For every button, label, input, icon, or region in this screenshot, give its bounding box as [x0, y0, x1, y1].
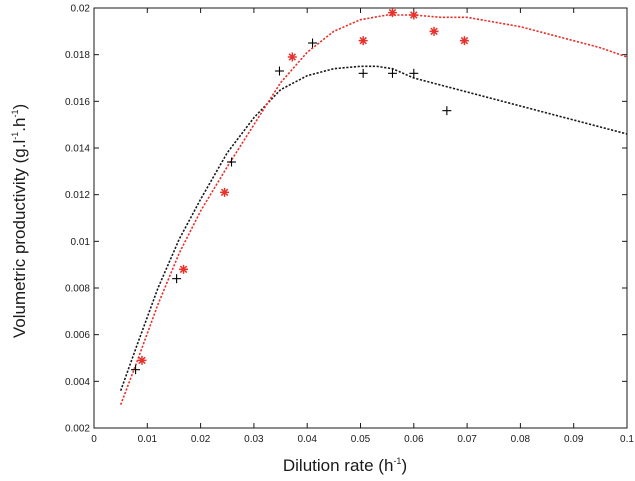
fit-curve-2	[119, 65, 628, 391]
y-tick-label: 0.02	[71, 4, 91, 15]
asterisk-marker	[409, 10, 419, 20]
x-axis-label-sup: -1	[393, 456, 401, 466]
y-axis-label-end: )	[10, 104, 29, 110]
plot-frame	[93, 7, 628, 429]
asterisk-marker	[287, 52, 297, 62]
y-tick-label: 0.018	[65, 50, 90, 61]
x-tick-label: 0.02	[191, 434, 211, 445]
y-tick-label: 0.006	[65, 330, 90, 341]
axis-ticks: 0 0.01 0.02 0.03 0.04 0.05 0.06 0.07 0.08 0.09 0.1…	[65, 4, 634, 446]
asterisk-marker	[429, 26, 439, 36]
x-tick-label: 0.05	[351, 434, 371, 445]
x-tick-label: 0.07	[457, 434, 477, 445]
y-axis-label-mid: .h	[10, 118, 29, 132]
asterisk-marker	[358, 36, 368, 46]
x-tick-label: 0.03	[244, 434, 264, 445]
fit-curve-3	[119, 14, 628, 405]
y-tick-label: 0.004	[65, 377, 90, 388]
asterisk-marker	[387, 8, 397, 18]
data-points	[131, 8, 469, 375]
x-tick-label: 0.1	[620, 434, 634, 445]
y-tick-label: 0.01	[71, 237, 91, 248]
y-tick-label: 0.016	[65, 97, 90, 108]
asterisk-marker	[179, 264, 189, 274]
asterisk-marker	[137, 355, 147, 365]
plus-marker	[308, 38, 318, 48]
y-axis-label-text: Volumetric productivity (g.l	[10, 140, 29, 338]
x-tick-label: 0	[91, 434, 97, 445]
y-axis-label-sup-2: -1	[10, 110, 20, 118]
x-axis-label: Dilution rate (h-1)	[283, 456, 407, 475]
y-axis-label-sup-1: -1	[10, 132, 20, 140]
plus-marker	[358, 68, 368, 78]
y-tick-label: 0.008	[65, 284, 90, 295]
plus-marker	[131, 365, 141, 375]
y-tick-label: 0.002	[65, 424, 90, 435]
x-axis-label-text: Dilution rate (h	[283, 456, 394, 475]
plus-marker	[274, 66, 284, 76]
asterisk-marker	[220, 187, 230, 197]
x-axis-label-end: )	[401, 456, 407, 475]
x-tick-label: 0.01	[138, 434, 158, 445]
x-tick-label: 0.04	[297, 434, 317, 445]
x-tick-label: 0.06	[404, 434, 424, 445]
plus-marker	[227, 157, 237, 167]
plus-marker	[387, 68, 397, 78]
x-tick-label: 0.08	[511, 434, 531, 445]
y-tick-label: 0.012	[65, 190, 90, 201]
y-tick-label: 0.014	[65, 144, 90, 155]
y-axis-label: Volumetric productivity (g.l-1.h-1)	[10, 104, 29, 338]
plus-marker	[442, 106, 452, 116]
fit-curves	[119, 14, 628, 405]
plus-marker	[409, 68, 419, 78]
x-tick-label: 0.09	[564, 434, 584, 445]
plus-marker	[172, 274, 182, 284]
asterisk-marker	[459, 36, 469, 46]
